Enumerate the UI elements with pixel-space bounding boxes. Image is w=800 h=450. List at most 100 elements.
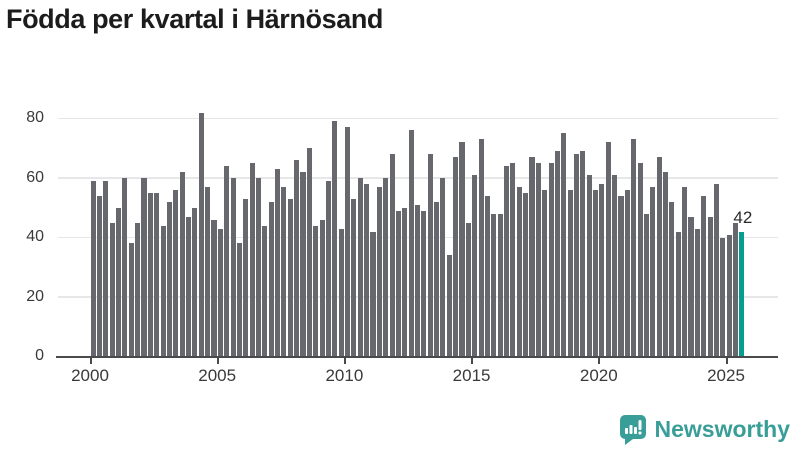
x-axis-label: 2020	[579, 366, 618, 385]
bar	[135, 222, 141, 357]
bar	[707, 216, 713, 357]
bar	[548, 163, 554, 357]
y-axis-label: 0	[35, 347, 44, 364]
bar	[370, 231, 376, 357]
x-axis-tick	[343, 357, 346, 364]
bar	[395, 210, 401, 357]
bar	[211, 219, 217, 357]
bar	[281, 186, 287, 357]
x-axis-tick	[725, 357, 728, 364]
bar	[580, 151, 586, 357]
bar	[612, 175, 618, 357]
y-axis-label: 40	[26, 228, 44, 245]
bar	[414, 204, 421, 357]
bar	[147, 192, 153, 357]
bar	[593, 189, 599, 357]
y-axis-label: 20	[26, 287, 44, 305]
bar	[294, 160, 300, 357]
x-axis-tick	[89, 357, 92, 364]
x-axis-label: 2015	[452, 366, 491, 385]
newsworthy-logo-text: Newsworthy	[654, 416, 790, 442]
bar	[523, 192, 529, 357]
bar	[103, 180, 109, 357]
bar	[637, 163, 643, 357]
bar	[713, 183, 719, 357]
bar	[230, 178, 236, 357]
bar	[351, 198, 357, 357]
bar	[205, 186, 211, 357]
y-axis-label: 80	[26, 109, 44, 126]
bar	[669, 201, 675, 357]
bar	[345, 127, 351, 357]
bar	[383, 178, 389, 357]
newsworthy-bubble-bar-chart-icon	[619, 414, 647, 445]
bar	[478, 139, 484, 357]
bar	[516, 186, 522, 357]
bar	[504, 166, 510, 357]
bar	[561, 133, 567, 357]
bar	[682, 186, 688, 357]
bar	[160, 225, 166, 357]
bar	[643, 213, 649, 357]
bar	[586, 175, 592, 357]
bar	[720, 237, 726, 357]
highlight-value-label: 42	[733, 207, 753, 227]
bar	[186, 216, 192, 357]
x-axis-tick	[471, 357, 474, 364]
gridline-y60	[58, 177, 778, 179]
bar	[300, 172, 306, 357]
x-axis-tick	[598, 357, 601, 364]
bar	[90, 180, 96, 357]
bar	[510, 163, 516, 357]
bar	[275, 169, 281, 357]
bar	[726, 234, 732, 357]
bar	[313, 225, 319, 357]
bar	[421, 210, 427, 357]
bar	[491, 213, 497, 357]
bar	[434, 201, 440, 357]
bar	[306, 148, 312, 357]
bar	[255, 178, 262, 357]
bar	[268, 201, 274, 357]
bar	[573, 154, 580, 357]
bar	[243, 198, 249, 357]
bar	[217, 228, 223, 357]
bar	[650, 186, 656, 357]
bar	[141, 178, 147, 357]
bar	[453, 157, 459, 357]
bar	[459, 142, 465, 357]
bar	[631, 139, 637, 357]
bar	[332, 121, 338, 357]
bar	[179, 172, 185, 357]
bar	[198, 112, 204, 357]
bar	[605, 142, 611, 357]
bar	[599, 183, 605, 357]
newsworthy-logo: Newsworthy	[619, 414, 790, 445]
bar	[319, 219, 325, 357]
bar	[192, 207, 198, 357]
bar	[96, 195, 103, 357]
bar	[287, 198, 293, 357]
bar	[675, 231, 681, 357]
chart-title: Födda per kvartal i Härnösand	[6, 4, 383, 34]
y-axis-label: 60	[26, 168, 44, 186]
bar	[656, 157, 662, 357]
bar-highlight	[739, 231, 745, 357]
x-axis-label: 2025	[707, 366, 745, 385]
x-axis-line	[56, 355, 778, 358]
bar	[694, 228, 700, 357]
bar	[408, 130, 414, 357]
gridline-y80	[58, 117, 778, 120]
bar	[325, 180, 331, 357]
bar	[116, 207, 122, 357]
bar	[618, 195, 624, 357]
bar	[166, 201, 172, 357]
bar	[472, 175, 478, 357]
bar	[364, 183, 370, 357]
bar	[427, 154, 433, 357]
bar	[567, 189, 573, 357]
bar	[262, 225, 268, 357]
bar	[154, 192, 160, 357]
x-axis-label: 2010	[325, 366, 364, 385]
